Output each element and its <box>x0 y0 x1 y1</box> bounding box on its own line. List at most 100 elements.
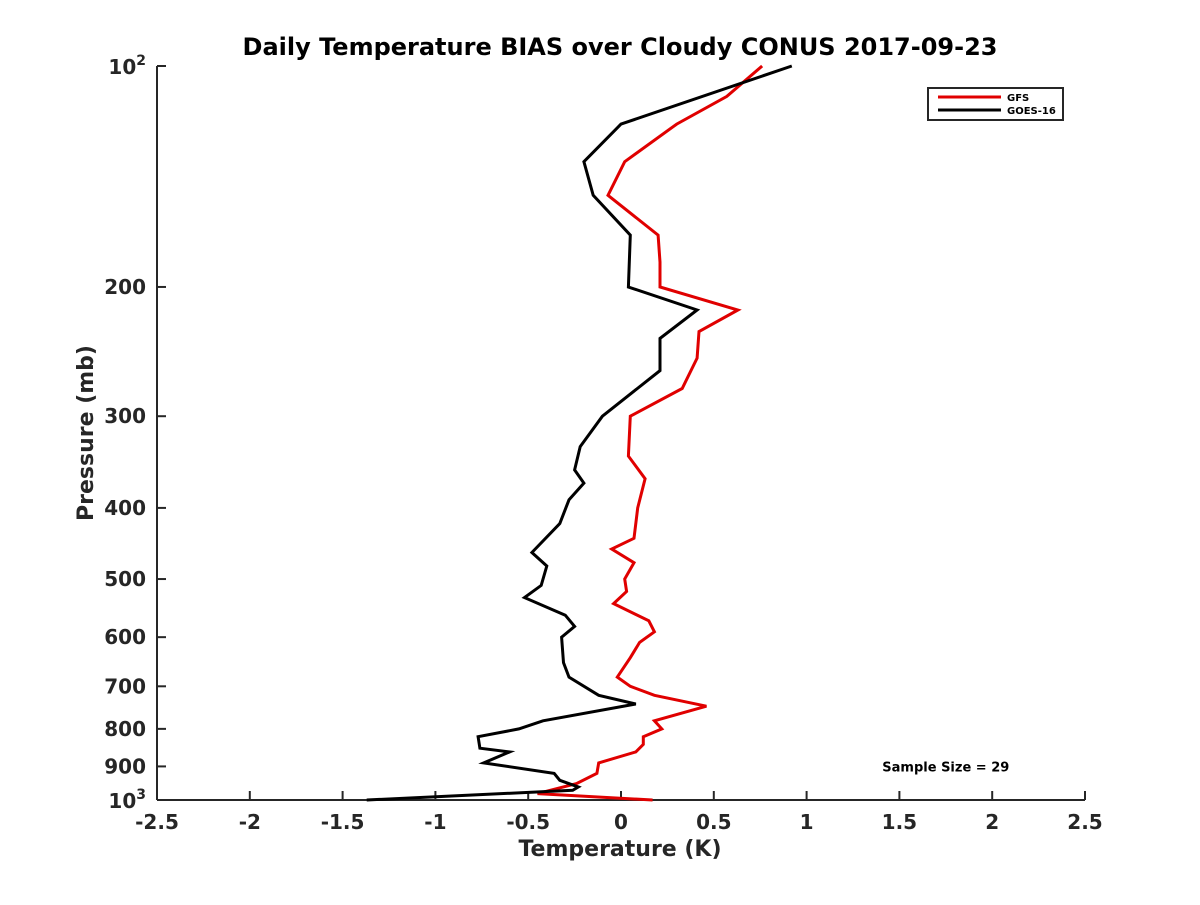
data-point <box>629 656 632 659</box>
data-point <box>579 445 582 448</box>
data-point <box>790 65 793 68</box>
y-axis-label: Pressure (mb) <box>74 345 99 521</box>
data-point <box>610 547 613 550</box>
data-point <box>582 482 585 485</box>
y-tick-label: 200 <box>104 275 146 299</box>
data-point <box>696 309 699 312</box>
data-point <box>482 761 485 764</box>
x-tick-label: -0.5 <box>506 810 550 834</box>
y-tick-label: 900 <box>104 754 146 778</box>
x-tick-label: 0 <box>614 810 628 834</box>
data-point <box>632 537 635 540</box>
x-tick-label: 0.5 <box>696 810 731 834</box>
data-point <box>697 330 700 333</box>
data-point <box>647 619 650 622</box>
x-tick-label: 1.5 <box>882 810 917 834</box>
data-point <box>508 750 511 753</box>
data-point <box>636 506 639 509</box>
legend-label: GFS <box>1007 93 1029 104</box>
y-tick-label: 700 <box>104 674 146 698</box>
series-line <box>366 64 793 802</box>
x-tick-label: 2 <box>985 810 999 834</box>
data-point <box>736 309 739 312</box>
tick-base: 10 <box>108 55 136 79</box>
data-point <box>530 551 533 554</box>
data-point <box>562 661 565 664</box>
data-point <box>725 95 728 98</box>
data-point <box>582 160 585 163</box>
data-point <box>523 596 526 599</box>
data-point <box>542 719 545 722</box>
data-point <box>571 789 574 792</box>
data-point <box>564 614 567 617</box>
data-point <box>592 194 595 197</box>
data-point <box>642 743 645 746</box>
data-point <box>623 160 626 163</box>
x-tick-label: 2.5 <box>1067 810 1102 834</box>
data-point <box>540 584 543 587</box>
data-point <box>573 468 576 471</box>
data-point <box>642 735 645 738</box>
data-point <box>607 194 610 197</box>
y-tick-label: 300 <box>104 404 146 428</box>
data-point <box>681 387 684 390</box>
data-point <box>658 261 661 264</box>
data-point <box>595 772 598 775</box>
data-point <box>658 285 661 288</box>
data-point <box>658 369 661 372</box>
series-gfs <box>537 64 764 802</box>
legend: GFS GOES-16 <box>927 87 1064 121</box>
data-point <box>644 477 647 480</box>
data-point <box>597 694 600 697</box>
data-point <box>478 747 481 750</box>
data-point <box>634 750 637 753</box>
data-point <box>653 719 656 722</box>
x-tick-label: -1.5 <box>321 810 365 834</box>
chart-title: Daily Temperature BIAS over Cloudy CONUS… <box>243 33 998 61</box>
data-point <box>625 590 628 593</box>
data-point <box>651 799 654 802</box>
x-axis-label: Temperature (K) <box>518 837 721 862</box>
data-point <box>620 123 623 126</box>
data-point <box>653 694 656 697</box>
tick-exponent: 3 <box>136 787 146 803</box>
data-point <box>761 65 764 68</box>
data-point <box>634 703 637 706</box>
x-tick-label: -2.5 <box>135 810 179 834</box>
data-point <box>577 785 580 788</box>
data-point <box>601 415 604 418</box>
x-tick-label: -2 <box>239 810 261 834</box>
data-point <box>705 705 708 708</box>
data-point <box>638 641 641 644</box>
data-point <box>629 685 632 688</box>
data-point <box>658 337 661 340</box>
data-point <box>629 415 632 418</box>
data-point <box>653 630 656 633</box>
data-point <box>568 498 571 501</box>
data-point <box>612 602 615 605</box>
data-point <box>568 676 571 679</box>
y-tick-label: 800 <box>104 717 146 741</box>
tick-exponent: 2 <box>136 53 146 69</box>
series-line <box>537 64 764 802</box>
x-tick-label: 1 <box>800 810 814 834</box>
data-point <box>573 625 576 628</box>
data-point <box>657 234 660 237</box>
data-point <box>558 522 561 525</box>
data-point <box>627 285 630 288</box>
y-tick-label-power: 103 <box>108 787 146 813</box>
tick-base: 10 <box>108 789 136 813</box>
data-point <box>365 799 368 802</box>
sample-size-annotation: Sample Size = 29 <box>882 760 1009 775</box>
data-point <box>560 636 563 639</box>
data-point <box>629 234 632 237</box>
legend-box <box>927 87 1064 121</box>
data-point <box>660 727 663 730</box>
legend-label: GOES-16 <box>1007 106 1056 117</box>
data-point <box>627 455 630 458</box>
x-tick-label: -1 <box>424 810 446 834</box>
data-point <box>517 727 520 730</box>
data-point <box>558 779 561 782</box>
data-point <box>623 578 626 581</box>
